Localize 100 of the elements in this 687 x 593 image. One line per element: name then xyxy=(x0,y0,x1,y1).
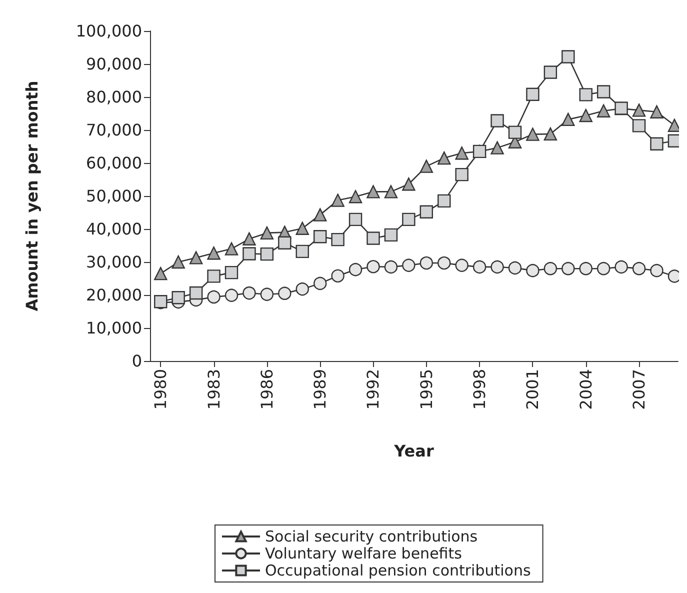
point xyxy=(348,262,362,276)
point xyxy=(650,105,664,118)
y-tick-label: 60,000 xyxy=(86,154,142,172)
point xyxy=(296,244,309,258)
point xyxy=(366,260,380,274)
legend-label: Social security contributions xyxy=(265,528,478,546)
point xyxy=(172,291,185,304)
point xyxy=(508,126,522,139)
point xyxy=(348,190,362,204)
point xyxy=(420,256,434,270)
point xyxy=(402,258,416,272)
y-tick-label: 70,000 xyxy=(86,120,142,140)
x-tick-label: 2004 xyxy=(576,369,596,410)
y-tick-label: 30,000 xyxy=(86,252,142,272)
point xyxy=(296,282,309,296)
point xyxy=(260,247,274,261)
point xyxy=(402,178,416,191)
point xyxy=(172,255,185,269)
point xyxy=(438,151,451,165)
point xyxy=(331,194,344,207)
point xyxy=(455,168,468,182)
point xyxy=(384,185,398,198)
y-tick-label: 40,000 xyxy=(86,220,142,238)
point xyxy=(526,88,540,101)
point xyxy=(384,228,398,242)
x-tick-label: 1995 xyxy=(416,369,436,410)
point xyxy=(562,50,575,64)
point xyxy=(632,119,646,132)
point xyxy=(154,266,168,280)
x-tick-label: 2001 xyxy=(523,369,542,410)
point xyxy=(596,104,610,118)
y-tick-label: 20,000 xyxy=(86,286,142,304)
point xyxy=(402,212,416,226)
point xyxy=(420,205,434,218)
x-tick-label: 2007 xyxy=(630,369,649,410)
point xyxy=(313,208,327,222)
point xyxy=(207,246,220,260)
point xyxy=(207,290,220,304)
point xyxy=(579,108,592,122)
point xyxy=(544,127,558,141)
point xyxy=(544,262,558,276)
y-tick-label: 10,000 xyxy=(86,318,142,338)
x-tick-label: 1992 xyxy=(364,369,383,410)
point xyxy=(579,262,592,276)
point xyxy=(278,236,292,250)
point xyxy=(242,247,256,260)
point xyxy=(632,104,646,117)
y-tick-label: 0 xyxy=(132,352,142,370)
point xyxy=(224,288,238,302)
point xyxy=(189,286,203,300)
point xyxy=(242,232,256,246)
x-tick-label: 1989 xyxy=(310,369,330,410)
x-tick-label: 1986 xyxy=(257,369,276,410)
point xyxy=(596,85,610,98)
point xyxy=(490,141,504,154)
legend-label: Voluntary welfare benefits xyxy=(265,544,462,562)
point xyxy=(438,256,451,270)
point xyxy=(278,286,292,300)
point xyxy=(579,88,592,102)
point xyxy=(632,262,646,276)
point xyxy=(314,276,327,290)
point xyxy=(596,262,610,276)
y-tick-label: 50,000 xyxy=(86,186,142,206)
point xyxy=(508,261,522,275)
point xyxy=(438,194,451,208)
legend-label: Occupational pension contributions xyxy=(265,562,531,580)
y-tick-label: 100,000 xyxy=(76,22,142,40)
y-tick-label: 90,000 xyxy=(86,54,142,74)
point xyxy=(472,260,486,274)
point xyxy=(224,266,238,280)
point xyxy=(526,264,540,278)
point xyxy=(455,258,468,272)
point xyxy=(650,137,664,150)
point xyxy=(490,260,504,274)
point xyxy=(296,222,309,235)
point xyxy=(420,160,434,173)
point xyxy=(260,288,274,301)
point xyxy=(526,128,540,141)
point xyxy=(348,212,362,226)
point xyxy=(614,260,628,274)
point xyxy=(224,242,238,256)
x-axis-title: Year xyxy=(393,442,434,460)
point xyxy=(366,232,380,245)
point xyxy=(242,286,256,300)
y-axis-title: Amount in yen per month xyxy=(22,80,42,312)
x-tick-label: 1998 xyxy=(470,369,490,410)
point xyxy=(650,264,664,278)
point xyxy=(455,146,468,160)
point xyxy=(544,66,558,79)
point xyxy=(189,251,203,264)
point xyxy=(331,269,344,282)
point xyxy=(562,262,575,276)
x-tick-label: 1983 xyxy=(204,369,224,410)
y-tick-label: 80,000 xyxy=(86,88,142,106)
x-tick-label: 1980 xyxy=(151,369,170,410)
point xyxy=(260,226,274,240)
point xyxy=(490,114,504,128)
point xyxy=(384,260,398,274)
point xyxy=(207,270,220,283)
point xyxy=(331,232,344,246)
